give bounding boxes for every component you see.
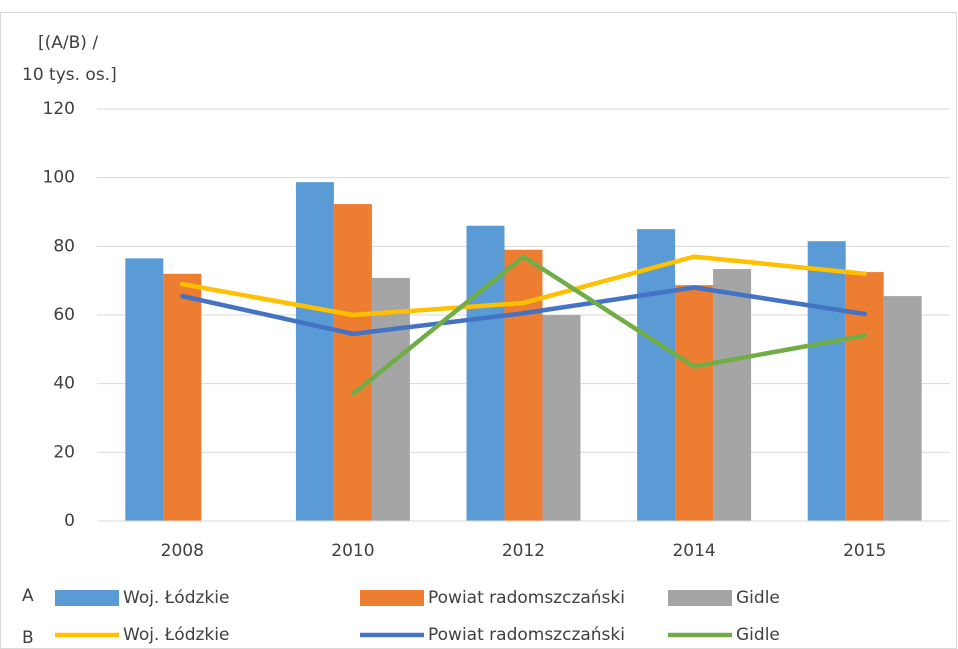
- legend-swatch: [360, 590, 424, 606]
- y-tick-label: 40: [53, 374, 75, 394]
- bar: [163, 273, 202, 521]
- x-tick-label: 2012: [502, 541, 545, 561]
- x-tick-label: 2014: [672, 541, 715, 561]
- y-tick-label: 60: [53, 305, 75, 325]
- line: [180, 285, 867, 337]
- bar: [542, 315, 581, 521]
- bar: [883, 296, 922, 521]
- x-tick-label: 2008: [161, 541, 204, 561]
- y-tick-label: 20: [53, 442, 75, 462]
- bar: [713, 268, 752, 521]
- legend-swatch: [668, 590, 732, 606]
- x-tick-label: 2010: [331, 541, 374, 561]
- line: [180, 254, 867, 318]
- y-tick-label: 0: [64, 511, 75, 531]
- x-tick-label: 2015: [843, 541, 886, 561]
- legend-label: Woj. Łódzkie: [123, 588, 229, 608]
- legend-label: Woj. Łódzkie: [123, 625, 229, 645]
- bar: [637, 229, 676, 521]
- legend-swatch: [55, 590, 119, 606]
- y-tick-label: 120: [43, 99, 75, 119]
- bar: [504, 249, 543, 521]
- y-axis-label: [(A/B) /: [38, 33, 98, 53]
- bar: [295, 182, 334, 521]
- bar: [675, 285, 714, 521]
- bar: [125, 258, 164, 521]
- legend-label: Gidle: [736, 625, 780, 645]
- y-tick-label: 100: [43, 168, 75, 188]
- legend-label: Powiat radomszczański: [428, 588, 625, 608]
- bar: [371, 277, 410, 521]
- legend-group-label: B: [22, 628, 34, 648]
- bar: [333, 204, 372, 521]
- y-tick-label: 80: [53, 236, 75, 256]
- bar: [845, 272, 884, 521]
- y-axis-label: 10 tys. os.]: [22, 65, 117, 85]
- bar: [466, 225, 505, 521]
- legend-label: Gidle: [736, 588, 780, 608]
- bar: [807, 241, 846, 521]
- legend-group-label: A: [22, 586, 34, 606]
- line: [350, 254, 867, 397]
- legend-label: Powiat radomszczański: [428, 625, 625, 645]
